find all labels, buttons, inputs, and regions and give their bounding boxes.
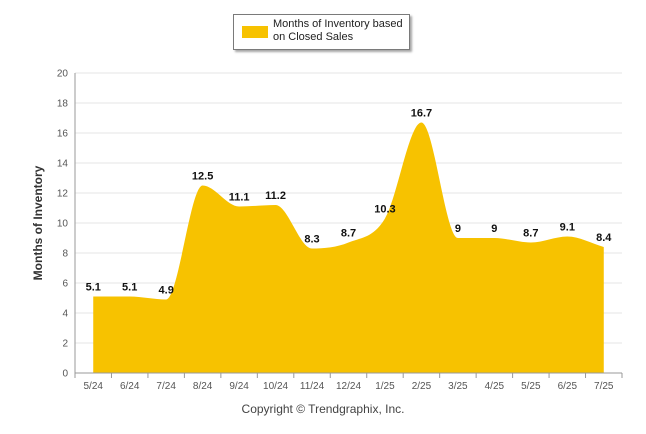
legend-label: Months of Inventory based on Closed Sale… (273, 18, 403, 43)
x-tick-label: 7/24 (156, 381, 176, 392)
y-tick-label: 12 (57, 189, 69, 200)
data-point (127, 294, 133, 300)
x-tick-label: 6/25 (558, 381, 578, 392)
data-label: 12.5 (192, 171, 213, 183)
series-area (90, 120, 607, 373)
x-tick-label: 11/24 (300, 381, 325, 392)
y-tick-label: 6 (62, 279, 68, 290)
x-tick-label: 12/24 (336, 381, 361, 392)
x-tick-label: 1/25 (375, 381, 395, 392)
data-point (455, 235, 461, 241)
y-tick-label: 14 (57, 159, 69, 170)
data-label: 9 (491, 223, 497, 235)
x-tick-label: 6/24 (120, 381, 140, 392)
y-axis-title: Months of Inventory (31, 165, 45, 280)
y-tick-label: 4 (62, 309, 68, 320)
data-label: 8.3 (304, 234, 319, 246)
data-point (346, 240, 352, 246)
x-tick-label: 7/25 (594, 381, 614, 392)
y-tick-label: 0 (62, 369, 68, 380)
x-tick-label: 8/24 (193, 381, 213, 392)
y-tick-label: 20 (57, 69, 69, 80)
data-point (200, 183, 206, 189)
y-tick-label: 8 (62, 249, 68, 260)
data-label: 4.9 (159, 285, 174, 297)
y-tick-label: 18 (57, 99, 69, 110)
data-point (236, 204, 242, 210)
data-label: 11.1 (229, 192, 250, 204)
data-label: 8.7 (523, 228, 538, 240)
y-tick-label: 2 (62, 339, 68, 350)
x-tick-label: 3/25 (448, 381, 468, 392)
data-point (564, 234, 570, 240)
data-point (418, 120, 424, 126)
x-tick-label: 5/24 (83, 381, 103, 392)
x-tick-label: 5/25 (521, 381, 541, 392)
series-area-shape (93, 122, 604, 373)
x-tick-label: 4/25 (485, 381, 505, 392)
copyright-text: Copyright © Trendgraphix, Inc. (241, 402, 405, 416)
data-point (601, 244, 607, 250)
data-labels: 5.1 5.1 4.9 12.5 11.1 11.2 8.3 8.7 10.3 16.7 9 9 8.7… (86, 108, 613, 297)
axes (74, 73, 623, 378)
x-tick-label: 2/25 (412, 381, 432, 392)
data-label: 16.7 (411, 108, 432, 120)
legend[interactable]: Months of Inventory based on Closed Sale… (233, 14, 410, 50)
data-label: 10.3 (374, 204, 395, 216)
data-label: 9.1 (560, 222, 575, 234)
data-label: 8.7 (341, 228, 356, 240)
x-tick-label: 9/24 (229, 381, 249, 392)
data-point (528, 240, 534, 246)
data-label: 9 (455, 223, 461, 235)
data-point (491, 235, 497, 241)
data-label: 8.4 (596, 232, 612, 244)
legend-swatch (242, 26, 268, 38)
y-tick-labels: 0 2 4 6 8 10 12 14 16 18 20 (57, 69, 69, 380)
data-point (273, 202, 279, 208)
data-point (309, 246, 315, 252)
data-label: 11.2 (265, 190, 286, 202)
y-tick-label: 16 (57, 129, 69, 140)
data-point (90, 294, 96, 300)
x-tick-labels: 5/24 6/24 7/24 8/24 9/24 10/24 11/24 12/24 1/25 2… (83, 381, 613, 392)
data-point (382, 216, 388, 222)
data-point (163, 297, 169, 303)
data-label: 5.1 (122, 282, 137, 294)
x-tick-label: 10/24 (263, 381, 288, 392)
y-tick-label: 10 (57, 219, 69, 230)
data-label: 5.1 (86, 282, 101, 294)
